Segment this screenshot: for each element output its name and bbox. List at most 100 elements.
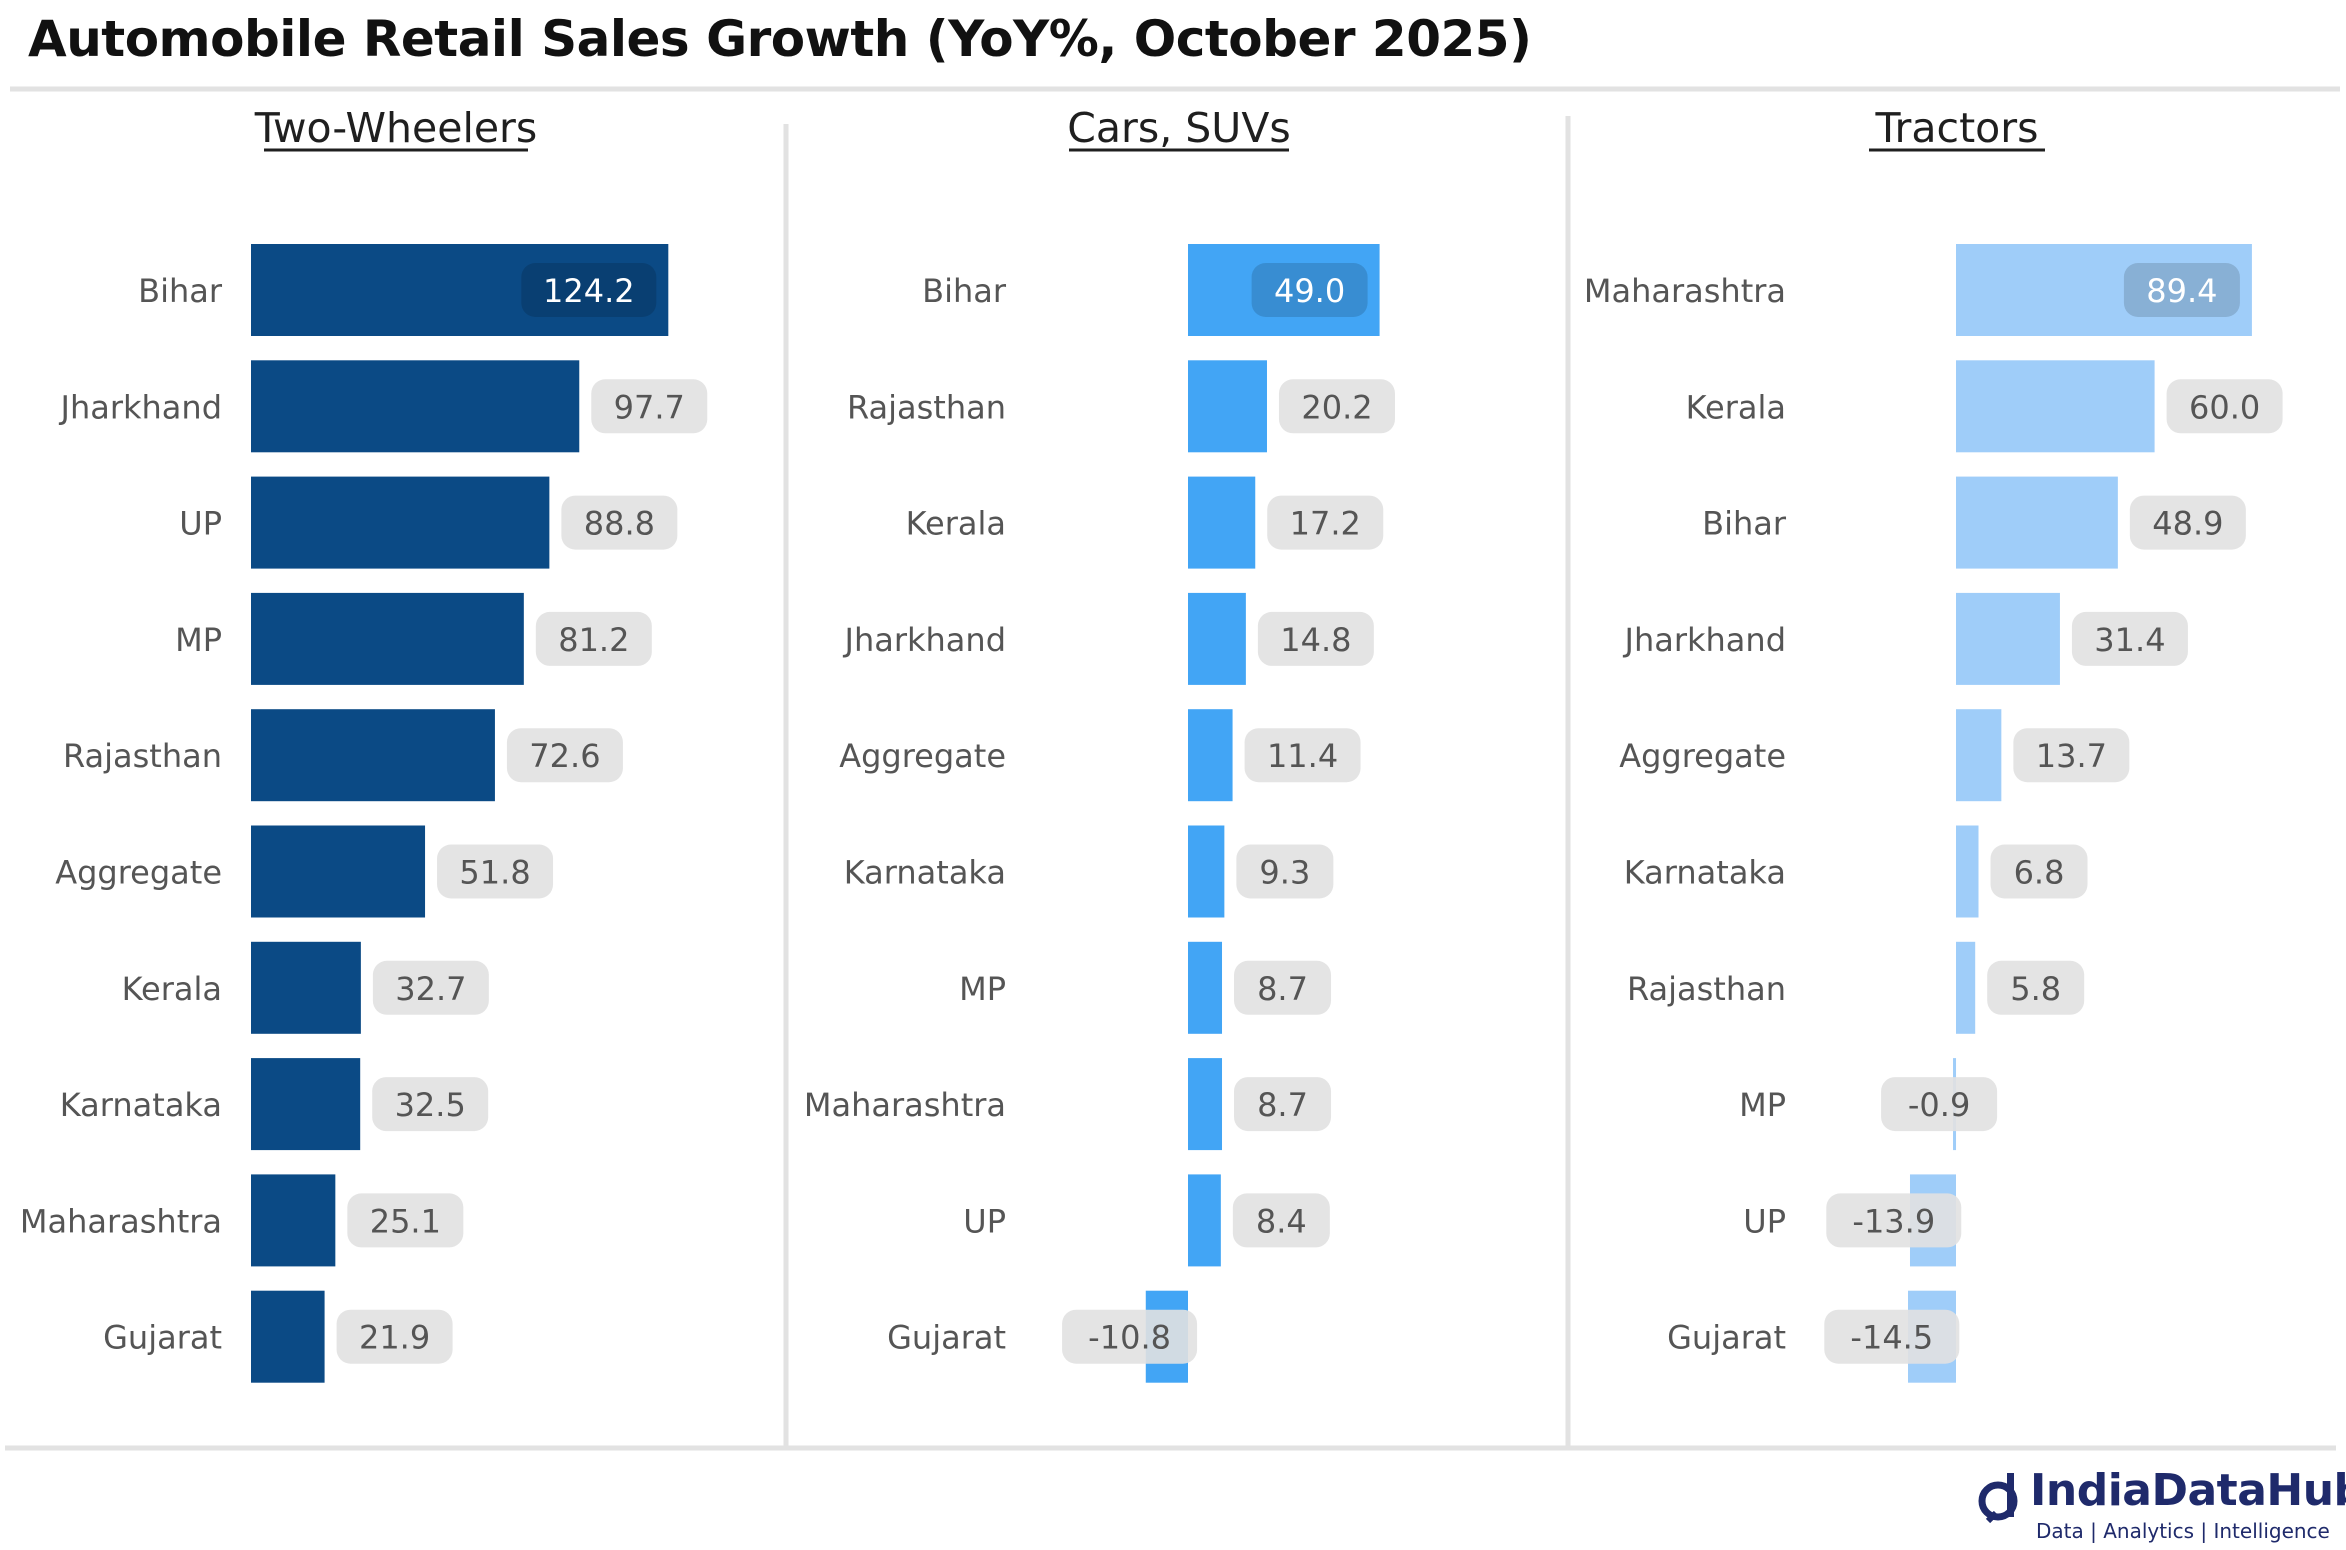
- category-label-karnataka: Karnataka: [844, 854, 1006, 892]
- value-pill-gujarat: [1062, 1309, 1198, 1364]
- data-label-maharashtra: 89.4: [2146, 272, 2217, 310]
- data-label-gujarat: -10.8: [1088, 1319, 1171, 1357]
- value-pill-aggregate: [437, 844, 554, 899]
- data-label-mp: -0.9: [1908, 1086, 1970, 1124]
- data-label-jharkhand: 97.7: [614, 388, 685, 426]
- bar-up: [251, 476, 550, 569]
- bar-aggregate: [251, 825, 426, 918]
- category-label-rajasthan: Rajasthan: [63, 737, 222, 775]
- brand-logo: IndiaDataHub Data | Analytics | Intellig…: [1974, 1465, 2346, 1545]
- value-pill-up: [561, 495, 678, 550]
- value-pill-jharkhand: [1257, 611, 1374, 666]
- data-label-gujarat: -14.5: [1850, 1319, 1933, 1357]
- value-pill-jharkhand: [591, 379, 708, 434]
- category-label-rajasthan: Rajasthan: [847, 388, 1006, 426]
- data-label-gujarat: 21.9: [359, 1319, 430, 1357]
- value-pill-karnataka: [372, 1077, 489, 1132]
- bar-maharashtra: [251, 1174, 336, 1267]
- bar-karnataka: [251, 1058, 361, 1151]
- bar-up: [1188, 1174, 1221, 1267]
- value-pill-mp: [1881, 1077, 1998, 1132]
- bar-maharashtra: [1956, 244, 2252, 336]
- data-label-up: 8.4: [1256, 1202, 1307, 1240]
- bar-mp: [251, 592, 524, 685]
- data-label-karnataka: 6.8: [2014, 854, 2065, 892]
- value-pill-jharkhand: [2071, 611, 2188, 666]
- data-label-kerala: 17.2: [1290, 505, 1361, 543]
- category-label-bihar: Bihar: [138, 272, 223, 310]
- data-label-mp: 81.2: [558, 621, 629, 659]
- category-label-karnataka: Karnataka: [1624, 854, 1786, 892]
- data-label-bihar: 49.0: [1274, 272, 1345, 310]
- logo-name: IndiaDataHub: [2030, 1465, 2346, 1516]
- category-label-aggregate: Aggregate: [55, 854, 222, 892]
- value-pill-maharashtra: [347, 1193, 464, 1248]
- data-label-rajasthan: 20.2: [1301, 388, 1372, 426]
- value-pill-rajasthan: [1987, 960, 2085, 1015]
- value-pill-up: [1232, 1193, 1330, 1248]
- bar-aggregate: [1188, 709, 1233, 802]
- data-label-kerala: 60.0: [2189, 388, 2260, 426]
- value-pill-rajasthan: [1278, 379, 1395, 434]
- category-label-up: UP: [1743, 1202, 1786, 1240]
- data-label-maharashtra: 8.7: [1257, 1086, 1308, 1124]
- value-pill-bihar: [521, 263, 657, 317]
- category-label-bihar: Bihar: [922, 272, 1007, 310]
- data-label-maharashtra: 25.1: [370, 1202, 441, 1240]
- value-pill-maharashtra: [2123, 263, 2240, 317]
- bar-gujarat: [251, 1290, 325, 1383]
- category-label-jharkhand: Jharkhand: [1623, 621, 1787, 659]
- bar-aggregate: [1956, 709, 2002, 802]
- value-pill-up: [1826, 1193, 1962, 1248]
- bar-bihar: [1188, 244, 1380, 336]
- category-label-kerala: Kerala: [906, 505, 1006, 543]
- category-label-maharashtra: Maharashtra: [20, 1202, 222, 1240]
- bar-karnataka: [1188, 825, 1225, 918]
- value-pill-bihar: [2129, 495, 2246, 550]
- bar-jharkhand: [1188, 592, 1246, 685]
- value-pill-rajasthan: [506, 728, 623, 783]
- category-label-maharashtra: Maharashtra: [1584, 272, 1786, 310]
- logo-mark-icon: [1978, 1473, 2018, 1524]
- data-label-aggregate: 13.7: [2036, 737, 2107, 775]
- data-label-jharkhand: 14.8: [1280, 621, 1351, 659]
- category-label-maharashtra: Maharashtra: [804, 1086, 1006, 1124]
- value-pill-mp: [1234, 960, 1332, 1015]
- data-label-kerala: 32.7: [395, 970, 466, 1008]
- value-pill-kerala: [372, 960, 489, 1015]
- category-label-gujarat: Gujarat: [1667, 1319, 1786, 1357]
- panel-title-tractors: Tractors: [1875, 104, 2039, 152]
- bar-jharkhand: [251, 360, 580, 453]
- category-label-kerala: Kerala: [122, 970, 222, 1008]
- data-label-bihar: 48.9: [2152, 505, 2223, 543]
- data-label-karnataka: 9.3: [1259, 854, 1310, 892]
- category-label-rajasthan: Rajasthan: [1627, 970, 1786, 1008]
- value-pill-kerala: [2166, 379, 2283, 434]
- data-label-aggregate: 51.8: [459, 854, 530, 892]
- value-pill-kerala: [1267, 495, 1384, 550]
- value-pill-aggregate: [2013, 728, 2130, 783]
- category-label-up: UP: [963, 1202, 1006, 1240]
- category-label-up: UP: [179, 505, 222, 543]
- data-label-rajasthan: 72.6: [529, 737, 600, 775]
- panel-title-two-wheelers: Two-Wheelers: [254, 104, 538, 152]
- value-pill-aggregate: [1244, 728, 1361, 783]
- bar-karnataka: [1956, 825, 1979, 918]
- data-label-jharkhand: 31.4: [2094, 621, 2165, 659]
- bar-bihar: [251, 244, 669, 336]
- category-label-jharkhand: Jharkhand: [843, 621, 1007, 659]
- chart-title: Automobile Retail Sales Growth (YoY%, Oc…: [28, 10, 1532, 68]
- bar-kerala: [251, 941, 361, 1034]
- data-label-bihar: 124.2: [543, 272, 635, 310]
- data-label-karnataka: 32.5: [395, 1086, 466, 1124]
- category-label-bihar: Bihar: [1702, 505, 1787, 543]
- category-label-aggregate: Aggregate: [1619, 737, 1786, 775]
- bar-bihar: [1956, 476, 2118, 569]
- value-pill-karnataka: [1236, 844, 1334, 899]
- bar-rajasthan: [1188, 360, 1267, 453]
- value-pill-gujarat: [336, 1309, 453, 1364]
- value-pill-mp: [535, 611, 652, 666]
- panel-title-cars-suvs: Cars, SUVs: [1067, 104, 1290, 152]
- data-label-up: -13.9: [1852, 1202, 1935, 1240]
